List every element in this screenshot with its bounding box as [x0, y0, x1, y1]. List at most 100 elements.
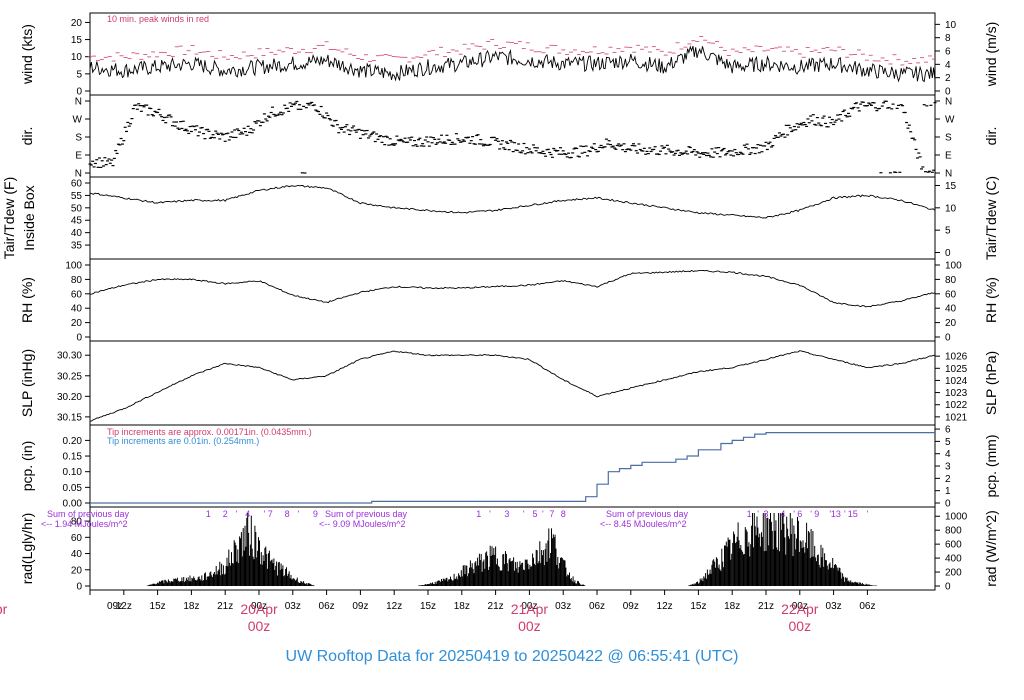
y-tick-label-left: 30.15 [57, 412, 82, 423]
rad-daily-sum-value: <-- 8.45 MJoules/m^2 [600, 519, 687, 529]
rad-hour-mark: 2 [223, 509, 228, 519]
y-tick-label-right: 4 [945, 60, 951, 71]
temp-ylabel-right: Tair/Tdew (C) [983, 176, 999, 260]
precip-line [90, 432, 935, 504]
rad-hour-mark: 15 [848, 509, 858, 519]
y-tick-label-left: 0 [76, 87, 82, 98]
x-tick-label: 03z [555, 601, 571, 612]
panel-frame-wind [89, 12, 936, 96]
rad-hour-mark: ' [523, 509, 525, 519]
rad-hour-mark: ' [844, 509, 846, 519]
x-tick-label: 09z [107, 601, 123, 612]
y-tick-label-right: 100 [945, 261, 962, 272]
y-tick-label-right: 1023 [945, 388, 968, 399]
y-tick-label-right: 2 [945, 474, 951, 485]
day-label-time: 00z [248, 618, 271, 634]
dir-ylabel-right: dir. [983, 127, 999, 146]
day-label-date: 19Apr [0, 601, 8, 617]
y-tick-label-right: 1000 [945, 512, 968, 523]
dir-tick-label-left: W [73, 115, 83, 126]
rh-line [89, 269, 936, 308]
rad-hour-mark: 1 [476, 509, 481, 519]
y-tick-label-left: 35 [71, 241, 83, 252]
x-tick-label: 18z [183, 601, 199, 612]
y-tick-label-left: 0.15 [63, 452, 83, 463]
rad-hour-mark: ' [810, 509, 812, 519]
rad-hour-mark: 4 [245, 509, 250, 519]
day-label-time: 00z [518, 618, 541, 634]
y-tick-label-left: 5 [76, 69, 82, 80]
y-tick-label-right: 3 [945, 462, 951, 473]
rad-hour-mark: 3 [763, 509, 768, 519]
y-tick-label-left: 40 [71, 549, 83, 560]
y-tick-label-right: 0 [945, 582, 951, 593]
y-tick-label-right: 1021 [945, 412, 968, 423]
x-tick-label: 12z [116, 601, 132, 612]
precip-ylabel-right: pcp. (mm) [983, 435, 999, 498]
y-tick-label-right: 40 [945, 304, 957, 315]
panel-frame-rad [89, 506, 936, 591]
rad-hour-mark: 13 [831, 509, 841, 519]
rad-daily-sum-value: <-- 9.09 MJoules/m^2 [319, 519, 406, 529]
rad-hour-mark: 1 [206, 509, 211, 519]
y-tick-label-right: 80 [945, 275, 957, 286]
y-tick-label-right: 0 [945, 333, 951, 344]
x-tick-label: 18z [454, 601, 470, 612]
rad-hour-mark: ' [298, 509, 300, 519]
precip-annotation-2: Tip increments are 0.01in. (0.254mm.) [107, 436, 259, 446]
y-tick-label-left: 20 [71, 18, 83, 29]
x-tick-label: 21z [488, 601, 504, 612]
temp-ylabel-inside: Inside Box [21, 185, 37, 250]
dir-tick-label-right: E [945, 151, 952, 162]
y-tick-label-right: 5 [945, 437, 951, 448]
temp-line [89, 184, 936, 219]
y-tick-label-right: 0 [945, 499, 951, 510]
dir-tick-label-right: N [945, 97, 952, 108]
rad-hour-mark: 7 [549, 509, 554, 519]
x-tick-label: 12z [386, 601, 402, 612]
rad-hour-mark: 6 [797, 509, 802, 519]
day-label-date: 20Apr [240, 601, 278, 617]
y-tick-label-left: 60 [71, 179, 83, 190]
y-tick-label-left: 50 [71, 203, 83, 214]
x-tick-label: 21z [217, 601, 233, 612]
x-tick-label: 15z [420, 601, 436, 612]
wind-ylabel-left: wind (kts) [19, 24, 35, 85]
precip-annotation-1: Tip increments are approx. 0.00171in. (0… [107, 427, 312, 437]
rad-daily-sum-label: Sum of previous day [606, 509, 689, 519]
x-tick-label: 21z [758, 601, 774, 612]
panel-frame-dir [89, 94, 936, 178]
rh-ylabel-left: RH (%) [19, 277, 35, 323]
rad-hour-mark: ' [757, 509, 759, 519]
dir-ylabel-left: dir. [19, 127, 35, 146]
y-tick-label-left: 15 [71, 35, 83, 46]
y-tick-label-right: 1022 [945, 400, 968, 411]
panel-frame-press [89, 340, 936, 426]
y-tick-label-left: 30.30 [57, 351, 82, 362]
panel-frame-rh [89, 258, 936, 342]
footer-title: UW Rooftop Data for 20250419 to 20250422… [285, 648, 739, 665]
rad-hour-mark: 9 [313, 509, 318, 519]
y-tick-label-left: 100 [65, 261, 82, 272]
rad-ylabel-left: rad(Lgly/hr) [19, 513, 35, 585]
y-tick-label-left: 10 [71, 52, 83, 63]
day-label-date: 22Apr [781, 601, 819, 617]
y-tick-label-left: 40 [71, 304, 83, 315]
rad-daily-sum-value: <-- 1.94 MJoules/m^2 [41, 519, 128, 529]
day-label-time: 00z [789, 618, 812, 634]
panel-frame-temp [89, 176, 936, 260]
y-tick-label-right: 0 [945, 87, 951, 98]
y-tick-label-right: 2 [945, 73, 951, 84]
rad-hour-mark: ' [236, 509, 238, 519]
rad-hour-mark: 9 [814, 509, 819, 519]
dir-tick-label-right: N [945, 169, 952, 180]
wind-annotation: 10 min. peak winds in red [107, 14, 209, 24]
y-tick-label-right: 4 [945, 449, 951, 460]
y-tick-label-left: 60 [71, 533, 83, 544]
rh-ylabel-right: RH (%) [983, 277, 999, 323]
pressure-ylabel-right: SLP (hPa) [983, 351, 999, 415]
y-tick-label-right: 15 [945, 181, 957, 192]
x-tick-label: 15z [150, 601, 166, 612]
y-tick-label-left: 0.00 [63, 499, 83, 510]
y-tick-label-left: 80 [71, 275, 83, 286]
